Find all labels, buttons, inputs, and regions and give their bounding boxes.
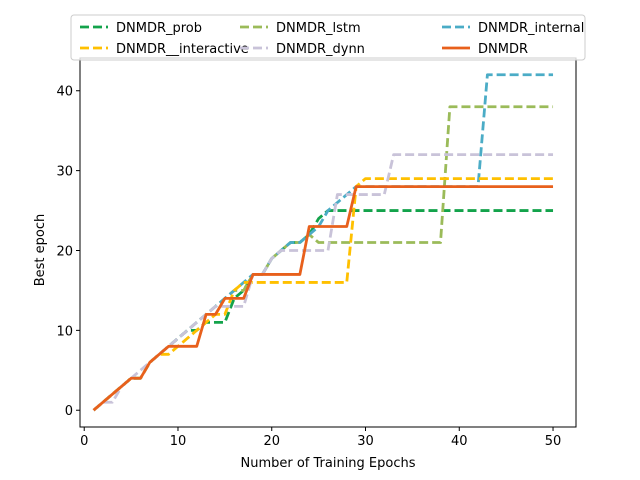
- legend-label: DNMDR_lstm: [276, 21, 361, 36]
- x-tick-label: 30: [357, 434, 374, 449]
- legend-label: DNMDR: [478, 42, 528, 57]
- legend-label: DNMDR_internal: [478, 21, 584, 36]
- y-tick-label: 10: [56, 324, 73, 339]
- series-layer: [92, 73, 554, 412]
- y-tick-label: 30: [56, 165, 73, 180]
- x-axis-ticks: 0 10 20 30 40 50: [80, 427, 561, 449]
- legend-label: DNMDR_dynn: [276, 42, 365, 57]
- y-axis-ticks: 0 10 20 30 40: [56, 85, 80, 419]
- legend-label: DNMDR_prob: [116, 21, 202, 36]
- series-line-dnmdr: [92, 185, 554, 412]
- y-tick-label: 0: [65, 404, 73, 419]
- y-axis-label: Best epoch: [33, 214, 48, 287]
- x-tick-label: 20: [263, 434, 280, 449]
- x-tick-label: 0: [80, 434, 88, 449]
- x-tick-label: 50: [545, 434, 562, 449]
- series-line-dnmdr-dynn: [92, 153, 554, 412]
- x-axis-label: Number of Training Epochs: [240, 456, 415, 471]
- x-tick-label: 10: [170, 434, 187, 449]
- legend-label: DNMDR__interactive: [116, 42, 249, 57]
- y-tick-label: 20: [56, 244, 73, 259]
- series-line-dnmdr-prob: [92, 209, 554, 412]
- x-tick-label: 40: [451, 434, 468, 449]
- legend-items: DNMDR_prob DNMDR_lstm DNMDR_internal DNMDR_…: [80, 21, 584, 57]
- series-line-dnmdr-interactive: [92, 177, 554, 412]
- y-tick-label: 40: [56, 85, 73, 100]
- series-line-dnmdr-lstm: [92, 105, 554, 412]
- legend: DNMDR_prob DNMDR_lstm DNMDR_internal DNMDR_…: [70, 14, 586, 61]
